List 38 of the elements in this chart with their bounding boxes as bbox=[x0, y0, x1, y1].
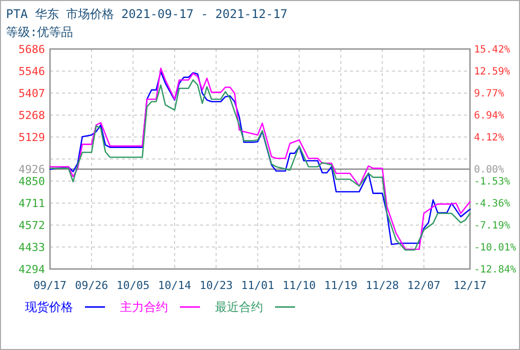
x-tick-label: 11/28 bbox=[366, 279, 399, 292]
y2-tick-label: 4.12% bbox=[474, 132, 504, 144]
y-tick-label: 5686 bbox=[18, 42, 45, 56]
y2-tick-label: 9.77% bbox=[474, 88, 504, 100]
y2-tick-label: 6.94% bbox=[474, 110, 504, 122]
x-tick-label: 11/01 bbox=[241, 279, 274, 292]
y2-tick-label: -10.01% bbox=[474, 242, 516, 254]
y-tick-label: 4433 bbox=[18, 240, 45, 254]
y2-tick-label: -12.84% bbox=[474, 264, 516, 276]
chart-title: PTA 华东 市场价格 2021-09-17 - 2021-12-17 bbox=[6, 7, 288, 21]
x-tick-label: 10/05 bbox=[116, 279, 150, 292]
y2-tick-label: 12.59% bbox=[474, 66, 510, 78]
y2-tick-label: -1.53% bbox=[474, 176, 510, 188]
legend-label: 最近合约 bbox=[215, 300, 263, 314]
x-tick-label: 10/23 bbox=[200, 279, 233, 292]
x-tick-label: 11/19 bbox=[324, 279, 358, 292]
y-tick-label: 4850 bbox=[18, 174, 45, 188]
legend-label: 主力合约 bbox=[120, 300, 168, 314]
x-tick-label: 10/14 bbox=[158, 279, 192, 292]
y2-tick-label: -4.36% bbox=[474, 198, 510, 210]
y-tick-label: 4711 bbox=[18, 196, 45, 210]
x-tick-label: 09/26 bbox=[74, 279, 108, 292]
y-tick-label: 5407 bbox=[18, 86, 45, 100]
y-tick-label: 5546 bbox=[18, 64, 45, 78]
y-tick-label: 4926 bbox=[18, 162, 45, 176]
y-tick-label: 4572 bbox=[18, 218, 45, 232]
y-tick-label: 4294 bbox=[18, 262, 46, 276]
x-tick-label: 12/07 bbox=[407, 279, 440, 292]
y2-tick-label: 15.42% bbox=[474, 44, 510, 56]
x-tick-label: 12/17 bbox=[453, 279, 487, 292]
y2-tick-label: 0.00% bbox=[474, 164, 504, 176]
chart-subtitle: 等级:优等品 bbox=[6, 25, 74, 39]
y-tick-label: 5268 bbox=[18, 108, 45, 122]
y2-tick-label: -7.19% bbox=[474, 220, 510, 232]
y-tick-label: 5129 bbox=[18, 130, 45, 144]
legend-label: 现货价格 bbox=[25, 300, 73, 314]
x-tick-label: 11/10 bbox=[282, 279, 316, 292]
x-tick-label: 09/17 bbox=[33, 279, 67, 292]
